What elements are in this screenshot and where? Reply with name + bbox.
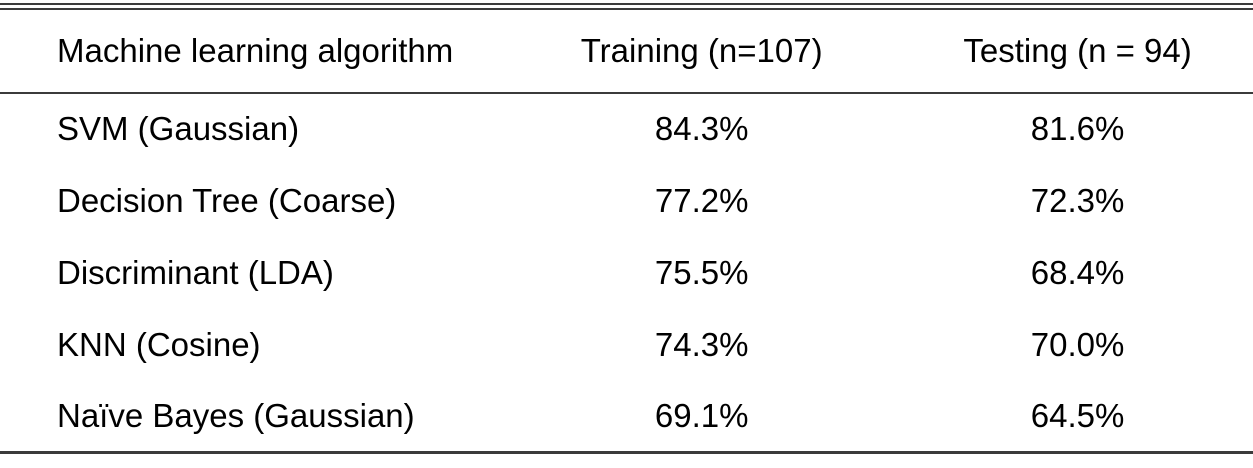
cell-training: 84.3% — [654, 110, 749, 147]
cell-training: 69.1% — [654, 396, 749, 434]
cell-algorithm: KNN (Cosine) — [57, 325, 261, 363]
header-row: Machine learning algorithm Training (n=1… — [0, 6, 1253, 94]
table-row: Discriminant (LDA) 75.5% 68.4% — [0, 237, 1253, 309]
cell-testing: 81.6% — [1030, 110, 1125, 147]
cell-training: 75.5% — [654, 253, 749, 291]
cell-testing: 64.5% — [1030, 396, 1125, 434]
table-header: Machine learning algorithm Training (n=1… — [0, 6, 1253, 94]
table-row: KNN (Cosine) 74.3% 70.0% — [0, 309, 1253, 381]
table-row: SVM (Gaussian) 84.3% 81.6% — [0, 93, 1253, 165]
cell-training: 74.3% — [654, 325, 749, 363]
cell-algorithm: SVM (Gaussian) — [57, 110, 300, 147]
cell-testing: 68.4% — [1030, 253, 1125, 291]
cell-algorithm: Naïve Bayes (Gaussian) — [57, 396, 415, 434]
ml-results-table: Machine learning algorithm Training (n=1… — [0, 3, 1253, 454]
cell-training: 77.2% — [654, 181, 749, 219]
cell-testing: 72.3% — [1030, 181, 1125, 219]
cell-algorithm: Decision Tree (Coarse) — [57, 181, 397, 219]
cell-algorithm: Discriminant (LDA) — [57, 253, 334, 291]
header-cell-testing: Testing (n = 94) — [902, 6, 1253, 94]
cell-testing: 70.0% — [1030, 325, 1125, 363]
table-row: Decision Tree (Coarse) 77.2% 72.3% — [0, 165, 1253, 237]
table-row: Naïve Bayes (Gaussian) 69.1% 64.5% — [0, 381, 1253, 453]
table-body: SVM (Gaussian) 84.3% 81.6% Decision Tree… — [0, 93, 1253, 453]
header-cell-training: Training (n=107) — [501, 6, 903, 94]
header-cell-algorithm: Machine learning algorithm — [0, 6, 502, 94]
